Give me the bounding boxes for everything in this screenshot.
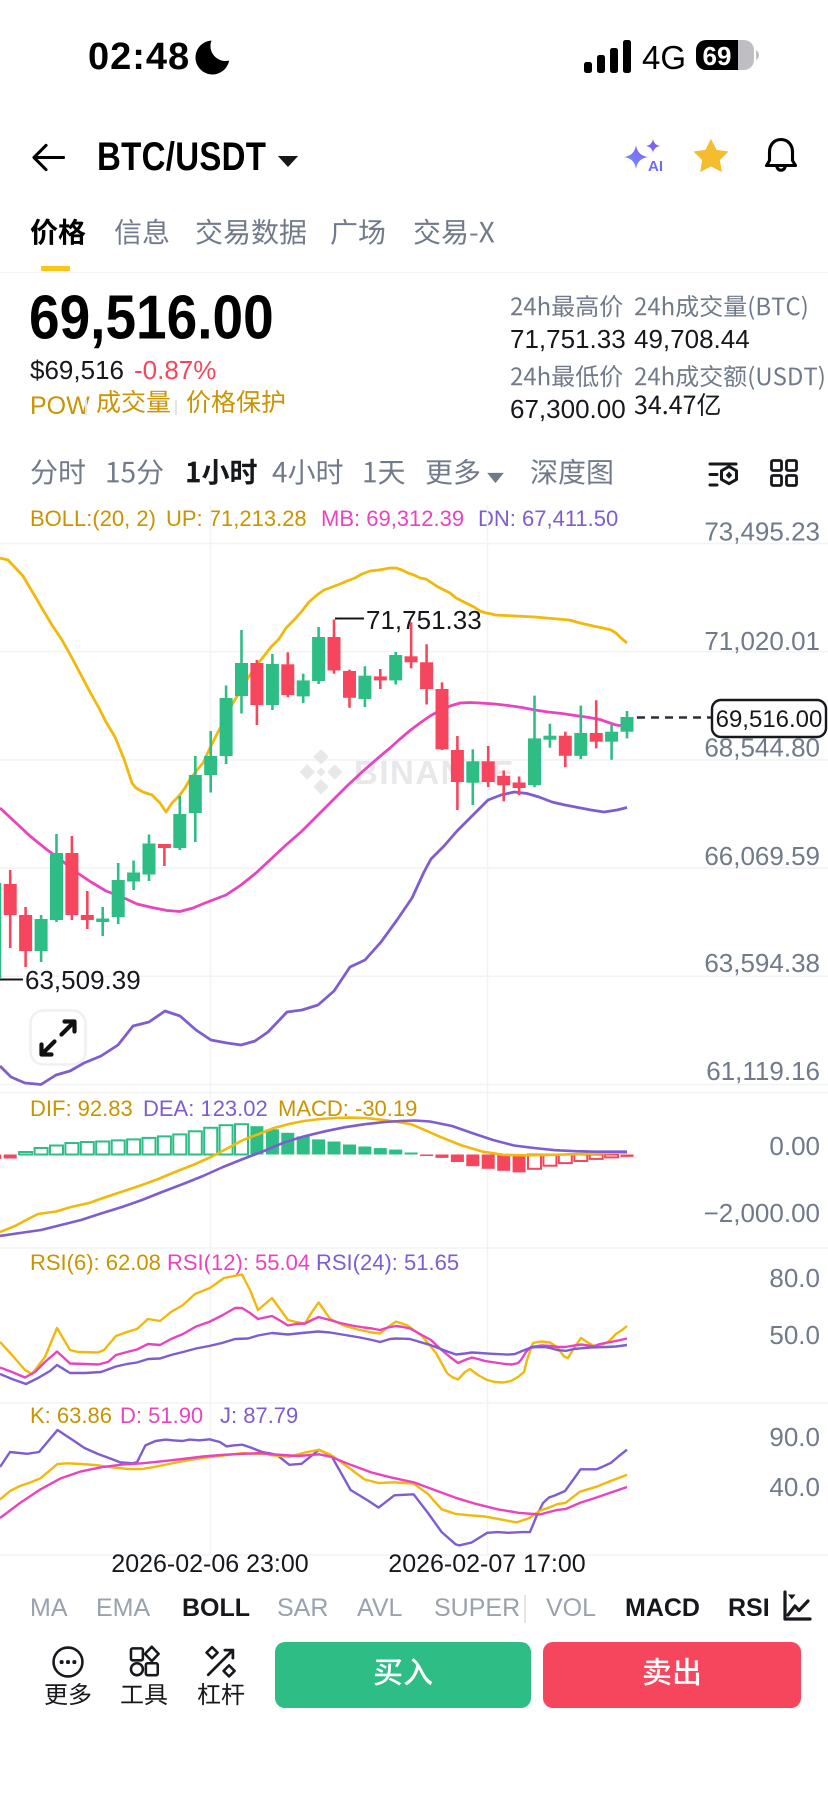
svg-text:71,751.33: 71,751.33 bbox=[366, 605, 482, 635]
svg-text:0.00: 0.00 bbox=[769, 1131, 820, 1161]
svg-text:63,509.39: 63,509.39 bbox=[25, 965, 141, 995]
svg-text:40.0: 40.0 bbox=[769, 1472, 820, 1502]
svg-text:AI: AI bbox=[648, 158, 663, 175]
svg-text:61,119.16: 61,119.16 bbox=[706, 1056, 820, 1086]
svg-text:69,516.00: 69,516.00 bbox=[716, 706, 823, 733]
svg-text:63,594.38: 63,594.38 bbox=[704, 948, 820, 978]
svg-text:80.0: 80.0 bbox=[769, 1263, 820, 1293]
svg-text:68,544.80: 68,544.80 bbox=[704, 733, 820, 763]
svg-text:73,495.23: 73,495.23 bbox=[704, 517, 820, 547]
svg-text:66,069.59: 66,069.59 bbox=[704, 841, 820, 871]
svg-text:2026-02-06 23:00: 2026-02-06 23:00 bbox=[111, 1550, 308, 1578]
svg-text:69: 69 bbox=[703, 41, 732, 71]
svg-text:90.0: 90.0 bbox=[769, 1422, 820, 1452]
svg-text:−2,000.00: −2,000.00 bbox=[704, 1198, 820, 1228]
svg-text:50.0: 50.0 bbox=[769, 1320, 820, 1350]
svg-text:71,020.01: 71,020.01 bbox=[704, 626, 820, 656]
svg-text:2026-02-07 17:00: 2026-02-07 17:00 bbox=[388, 1550, 585, 1578]
